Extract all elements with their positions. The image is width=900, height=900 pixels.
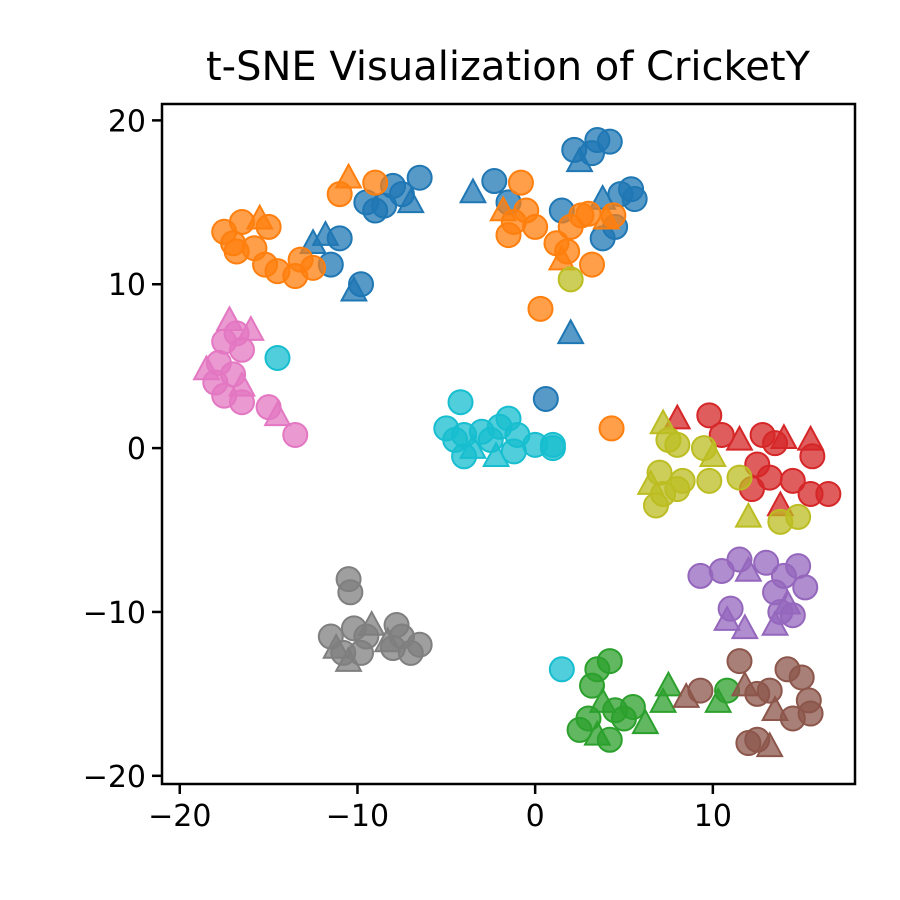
scatter-point-circle bbox=[532, 385, 559, 412]
scatter-point-triangle bbox=[649, 686, 678, 713]
scatter-point-triangle bbox=[556, 318, 585, 345]
plot-area-frame bbox=[160, 102, 857, 786]
scatter-point-circle bbox=[619, 693, 646, 720]
scatter-point-triangle bbox=[334, 162, 363, 189]
scatter-point-circle bbox=[598, 415, 625, 442]
scatter-point-circle bbox=[554, 238, 581, 265]
scatter-point-circle bbox=[539, 431, 566, 458]
scatter-point-circle bbox=[708, 421, 735, 448]
x-tick-label: −10 bbox=[326, 799, 389, 834]
scatter-point-circle bbox=[579, 251, 606, 278]
scatter-point-circle bbox=[481, 168, 508, 195]
scatter-point-circle bbox=[500, 438, 527, 465]
scatter-point-circle bbox=[756, 677, 783, 704]
scatter-point-triangle bbox=[311, 219, 340, 246]
scatter-point-circle bbox=[406, 164, 433, 191]
scatter-point-circle bbox=[696, 402, 723, 429]
scatter-point-circle bbox=[696, 467, 723, 494]
scatter-point-triangle bbox=[339, 275, 368, 302]
scatter-point-circle bbox=[557, 266, 584, 293]
y-tick-label: 10 bbox=[108, 268, 146, 303]
x-tick-label: 10 bbox=[694, 799, 732, 834]
scatter-point-circle bbox=[548, 656, 575, 683]
axes: −20 −10 0 10 20 10 0 −10 −20 bbox=[83, 104, 732, 834]
scatter-point-circle bbox=[348, 639, 375, 666]
scatter-point-circle bbox=[621, 186, 648, 213]
scatter-point-circle bbox=[815, 480, 842, 507]
scatter-point-circle bbox=[753, 549, 780, 576]
scatter-point-circle bbox=[566, 716, 593, 743]
scatter-point-circle bbox=[779, 467, 806, 494]
scatter-point-circle bbox=[371, 192, 398, 219]
scatter-point-circle bbox=[788, 664, 815, 691]
scatter-point-circle bbox=[792, 574, 819, 601]
scatter-point-triangle bbox=[734, 501, 763, 528]
scatter-point-triangle bbox=[663, 403, 692, 430]
scatter-point-circle bbox=[687, 562, 714, 589]
scatter-point-circle bbox=[785, 503, 812, 530]
scatter-point-triangle bbox=[631, 708, 660, 735]
scatter-point-circle bbox=[596, 648, 623, 675]
scatter-point-circle bbox=[447, 389, 474, 416]
y-tick-label: 20 bbox=[108, 104, 146, 139]
scatter-point-triangle bbox=[698, 441, 727, 468]
scatter-point-circle bbox=[596, 726, 623, 753]
scatter-point-triangle bbox=[236, 315, 265, 341]
scatter-point-circle bbox=[228, 389, 255, 416]
scatter-point-triangle bbox=[263, 400, 292, 427]
scatter-point-triangle bbox=[357, 609, 386, 636]
scatter-point-triangle bbox=[730, 613, 759, 640]
x-tick-label: −20 bbox=[148, 799, 211, 834]
scatter-point-circle bbox=[642, 492, 669, 519]
scatter-point-triangle bbox=[755, 731, 784, 758]
scatter-point-circle bbox=[600, 202, 627, 229]
scatter-point-circle bbox=[264, 344, 291, 371]
scatter-point-circle bbox=[579, 140, 606, 167]
scatter-point-circle bbox=[735, 730, 762, 757]
y-tick-label: −10 bbox=[83, 596, 146, 631]
scatter-point-circle bbox=[406, 631, 433, 658]
scatter-point-circle bbox=[337, 579, 364, 606]
scatter-point-triangle bbox=[373, 626, 402, 653]
scatter-point-circle bbox=[202, 369, 229, 396]
scatter-point-circle bbox=[799, 443, 826, 470]
scatter-point-circle bbox=[300, 254, 327, 281]
scatter-point-circle bbox=[669, 467, 696, 494]
scatter-point-circle bbox=[282, 421, 309, 448]
scatter-point-triangle bbox=[396, 187, 425, 214]
scatter-point-circle bbox=[726, 464, 753, 491]
scatter-point-circle bbox=[589, 225, 616, 252]
scatter-point-circle bbox=[579, 672, 606, 699]
scatter-point-circle bbox=[797, 700, 824, 727]
scatter-point-circle bbox=[522, 213, 549, 240]
scatter-point-triangle bbox=[734, 555, 763, 582]
scatter-point-circle bbox=[362, 169, 389, 196]
scatter-points bbox=[192, 127, 842, 758]
scatter-point-circle bbox=[507, 169, 534, 196]
scatter-point-circle bbox=[687, 677, 714, 704]
scatter-point-circle bbox=[495, 222, 522, 249]
y-tick-label: 0 bbox=[127, 432, 146, 467]
scatter-point-triangle bbox=[458, 177, 487, 204]
scatter-point-circle bbox=[255, 213, 282, 240]
scatter-point-circle bbox=[527, 295, 554, 322]
scatter-point-circle bbox=[228, 336, 255, 363]
scatter-point-circle bbox=[223, 238, 250, 265]
scatter-point-triangle bbox=[769, 423, 798, 450]
scatter-point-circle bbox=[664, 431, 691, 458]
scatter-point-circle bbox=[451, 443, 478, 470]
x-tick-label: 0 bbox=[526, 799, 545, 834]
scatter-point-triangle bbox=[725, 424, 754, 451]
y-tick-label: −20 bbox=[83, 760, 146, 795]
chart-title: t-SNE Visualization of CricketY bbox=[206, 44, 811, 90]
scatter-point-circle bbox=[726, 648, 753, 675]
scatter-point-circle bbox=[767, 598, 794, 625]
scatter-point-triangle bbox=[713, 605, 742, 631]
